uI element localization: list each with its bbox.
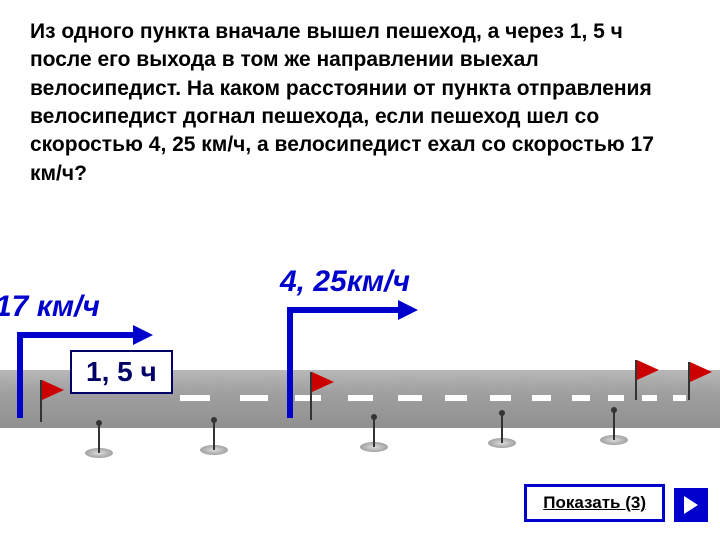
road-dash [490, 395, 511, 401]
distance-marker [600, 405, 628, 445]
distance-marker [85, 418, 113, 458]
motion-diagram: 17 км/ч 4, 25км/ч 1, 5 ч [0, 240, 720, 500]
distance-marker [488, 408, 516, 448]
time-delay-box: 1, 5 ч [70, 350, 173, 394]
road-dash [673, 395, 686, 401]
cyclist-speed-label: 17 км/ч [0, 290, 100, 324]
cyclist-arrow-vertical [17, 332, 23, 418]
distance-marker [200, 415, 228, 455]
road-dash [180, 395, 210, 401]
pedestrian-arrow-horizontal [287, 307, 400, 313]
next-slide-button[interactable] [674, 488, 708, 522]
road-dash [295, 395, 321, 401]
road-dash [240, 395, 268, 401]
road-dash [532, 395, 551, 401]
chevron-right-icon [684, 496, 698, 514]
road-dash [642, 395, 657, 401]
pedestrian-arrow-head [398, 300, 418, 320]
problem-statement: Из одного пункта вначале вышел пешеход, … [0, 0, 720, 198]
road-dash [608, 395, 624, 401]
cyclist-arrow-head [133, 325, 153, 345]
distance-marker [360, 412, 388, 452]
road-dash [572, 395, 590, 401]
pedestrian-arrow-vertical [287, 307, 293, 418]
road-center-line [0, 395, 720, 401]
road-dash [348, 395, 373, 401]
road-dash [445, 395, 467, 401]
road-dash [398, 395, 422, 401]
show-solution-button[interactable]: Показать (3) [524, 484, 665, 522]
pedestrian-speed-label: 4, 25км/ч [280, 265, 410, 299]
cyclist-arrow-horizontal [17, 332, 135, 338]
